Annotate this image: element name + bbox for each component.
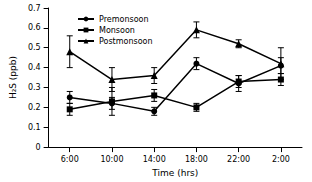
svg-text:10:00: 10:00 xyxy=(100,155,123,164)
svg-text:0.4: 0.4 xyxy=(28,63,41,72)
svg-text:Postmonsoon: Postmonsoon xyxy=(99,37,153,46)
svg-text:Monsoon: Monsoon xyxy=(99,26,135,35)
svg-text:2:00: 2:00 xyxy=(272,155,290,164)
svg-text:0.7: 0.7 xyxy=(28,4,41,13)
svg-text:0: 0 xyxy=(36,143,41,152)
svg-text:18:00: 18:00 xyxy=(185,155,208,164)
svg-text:H₂S (ppb): H₂S (ppb) xyxy=(8,56,18,99)
svg-text:22:00: 22:00 xyxy=(227,155,250,164)
svg-text:0.5: 0.5 xyxy=(28,43,41,52)
svg-text:0.2: 0.2 xyxy=(28,103,41,112)
svg-text:Time (hrs): Time (hrs) xyxy=(151,168,198,178)
svg-text:0.1: 0.1 xyxy=(28,123,41,132)
svg-text:0.6: 0.6 xyxy=(28,23,41,32)
svg-text:0.3: 0.3 xyxy=(28,83,41,92)
svg-text:6:00: 6:00 xyxy=(61,155,79,164)
svg-text:14:00: 14:00 xyxy=(143,155,166,164)
svg-text:Premonsoon: Premonsoon xyxy=(99,15,149,24)
